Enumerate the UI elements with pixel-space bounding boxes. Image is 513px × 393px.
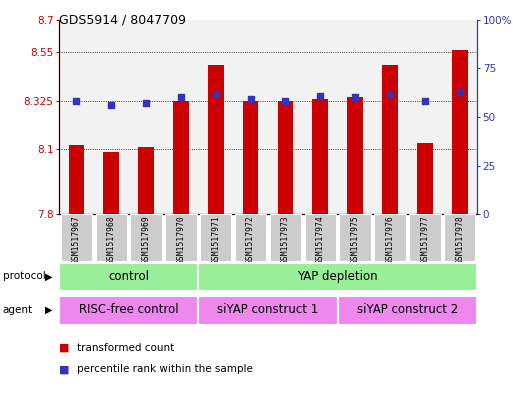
Text: GSM1517973: GSM1517973 — [281, 216, 290, 264]
Bar — [95, 214, 127, 261]
Bar — [444, 214, 476, 261]
Bar — [452, 50, 467, 214]
Text: GSM1517969: GSM1517969 — [142, 216, 151, 264]
Text: GDS5914 / 8047709: GDS5914 / 8047709 — [59, 14, 186, 27]
Bar — [165, 214, 196, 261]
Bar — [312, 99, 328, 214]
Bar — [409, 214, 441, 261]
Text: protocol: protocol — [3, 272, 45, 281]
Point — [316, 92, 324, 99]
Text: agent: agent — [3, 305, 33, 315]
Point — [281, 98, 289, 105]
Point — [456, 88, 464, 95]
Text: ▶: ▶ — [45, 272, 53, 281]
Text: siYAP construct 1: siYAP construct 1 — [218, 303, 319, 316]
Text: GSM1517975: GSM1517975 — [351, 216, 360, 264]
Bar — [347, 97, 363, 214]
Bar — [59, 296, 199, 325]
Bar — [199, 263, 477, 291]
Bar — [104, 151, 119, 214]
Point — [107, 102, 115, 108]
Text: siYAP construct 2: siYAP construct 2 — [357, 303, 458, 316]
Text: GSM1517972: GSM1517972 — [246, 216, 255, 264]
Text: GSM1517967: GSM1517967 — [72, 216, 81, 264]
Text: ■: ■ — [59, 364, 69, 375]
Text: percentile rank within the sample: percentile rank within the sample — [77, 364, 253, 375]
Point — [212, 90, 220, 97]
Text: ■: ■ — [59, 343, 69, 353]
Point — [142, 100, 150, 107]
Bar — [235, 214, 266, 261]
Bar — [417, 143, 432, 214]
Point — [177, 94, 185, 101]
Text: GSM1517968: GSM1517968 — [107, 216, 116, 264]
Bar — [374, 214, 406, 261]
Point — [351, 94, 359, 101]
Text: control: control — [108, 270, 149, 283]
Point — [386, 90, 394, 97]
Bar — [208, 65, 224, 214]
Text: GSM1517971: GSM1517971 — [211, 216, 220, 264]
Bar — [270, 214, 301, 261]
Bar — [130, 214, 162, 261]
Bar — [243, 101, 259, 214]
Point — [72, 98, 81, 105]
Bar — [382, 65, 398, 214]
Point — [247, 96, 255, 103]
Text: YAP depletion: YAP depletion — [298, 270, 378, 283]
Bar — [340, 214, 371, 261]
Bar — [61, 214, 92, 261]
Text: ▶: ▶ — [45, 305, 53, 315]
Text: GSM1517974: GSM1517974 — [316, 216, 325, 264]
Text: transformed count: transformed count — [77, 343, 174, 353]
Bar — [199, 296, 338, 325]
Bar — [139, 147, 154, 214]
Text: GSM1517978: GSM1517978 — [455, 216, 464, 264]
Bar — [305, 214, 336, 261]
Bar — [338, 296, 477, 325]
Text: GSM1517976: GSM1517976 — [385, 216, 394, 264]
Text: GSM1517977: GSM1517977 — [420, 216, 429, 264]
Text: GSM1517970: GSM1517970 — [176, 216, 185, 264]
Bar — [69, 145, 84, 214]
Bar — [173, 101, 189, 214]
Bar — [200, 214, 231, 261]
Point — [421, 98, 429, 105]
Text: RISC-free control: RISC-free control — [79, 303, 179, 316]
Bar — [278, 101, 293, 214]
Bar — [59, 263, 199, 291]
